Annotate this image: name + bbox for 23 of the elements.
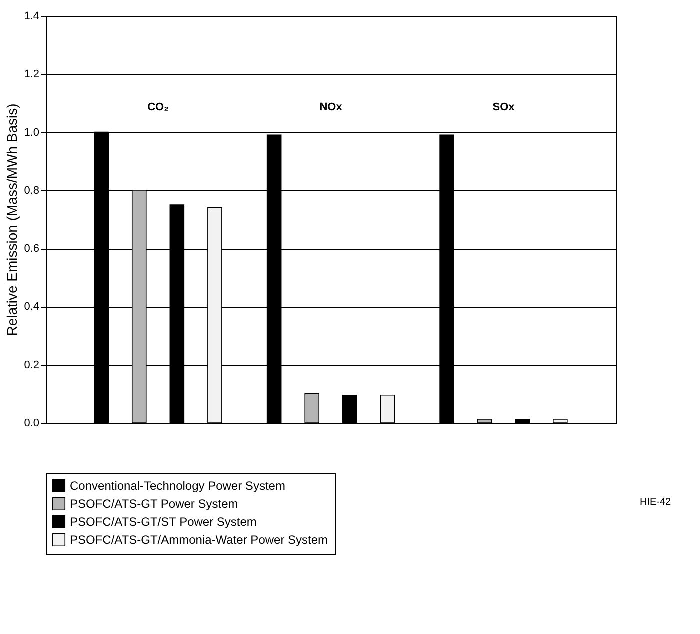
y-tick-label: 0.0 xyxy=(24,418,40,430)
legend-label: Conventional-Technology Power System xyxy=(70,479,286,493)
bar xyxy=(380,394,396,424)
x-tick-label: SOx xyxy=(492,102,516,114)
x-tick-label: NOx xyxy=(320,102,344,114)
bar xyxy=(342,394,358,424)
legend-label: PSOFC/ATS-GT/Ammonia-Water Power System xyxy=(70,533,328,547)
bar xyxy=(515,419,530,424)
y-tick-label: 0.8 xyxy=(24,184,40,197)
x-tick-label: CO₂ xyxy=(148,102,170,114)
bar xyxy=(477,419,492,424)
bar xyxy=(304,394,320,424)
y-tick-label: 0.4 xyxy=(24,301,40,314)
y-tick-label: 1.0 xyxy=(24,126,40,139)
text: HIE-42 xyxy=(640,497,672,508)
y-tick-label: 0.6 xyxy=(24,243,40,256)
y-tick-label: 1.4 xyxy=(24,10,40,22)
legend-label: PSOFC/ATS-GT Power System xyxy=(70,497,238,511)
bar xyxy=(553,419,568,424)
y-tick-label: 1.2 xyxy=(24,68,40,81)
y-tick-label: 0.2 xyxy=(24,359,40,372)
legend-label: PSOFC/ATS-GT/ST Power System xyxy=(70,515,257,529)
y-axis-title: Relative Emission (Mass/MWh Basis) xyxy=(4,104,20,336)
